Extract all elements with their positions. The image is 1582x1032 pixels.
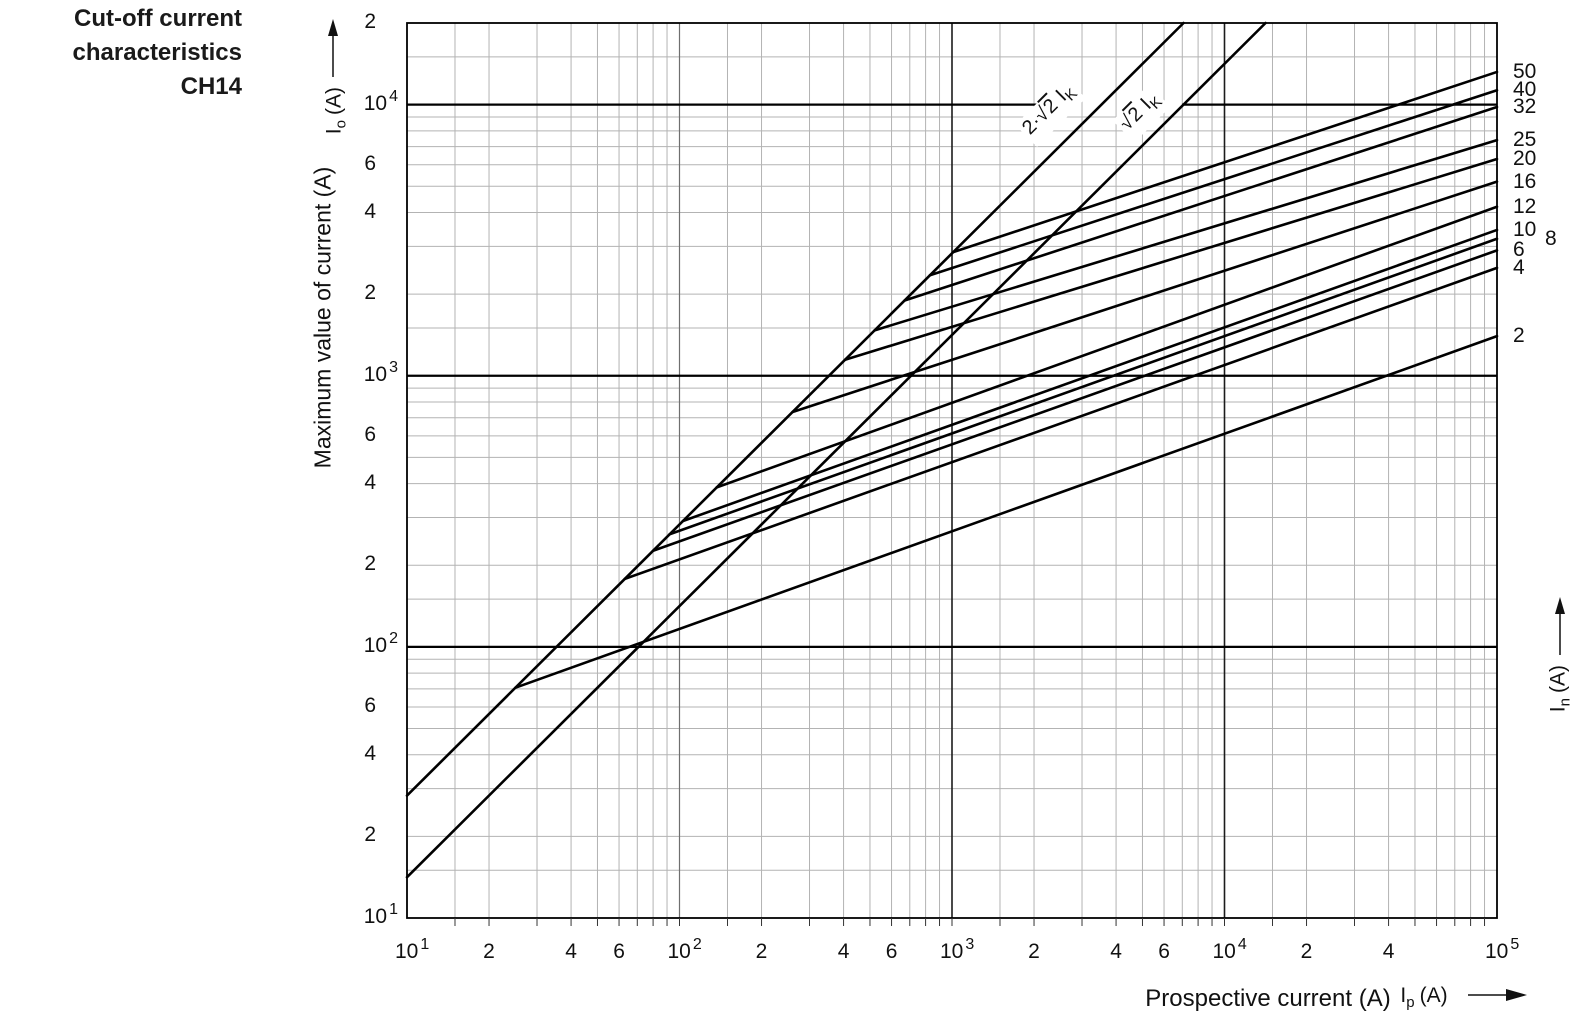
x-tick-label: 10 4 [1212, 936, 1247, 964]
y-tick-label: 10 1 [328, 901, 398, 932]
tick-base: 10 [363, 905, 388, 928]
tick-base: 10 [667, 940, 691, 963]
tick-exponent: 5 [1510, 936, 1520, 953]
asymptote-line [405, 21, 1267, 879]
y-tick-label: 6 [364, 151, 376, 175]
x-tick-label: 10 5 [1485, 936, 1519, 964]
fuse-curve-16A [791, 180, 1499, 414]
tick-exponent: 4 [1237, 936, 1247, 953]
tick-base: 10 [1212, 940, 1236, 963]
x-axis-symbol: Ip (A) [1400, 984, 1448, 1012]
chart-title-line1: Cut-off current [74, 5, 242, 32]
fuse-rating-label: 8 [1545, 226, 1557, 250]
fuse-curve-20A [843, 157, 1499, 362]
x-axis-label: Prospective current (A) [1145, 985, 1391, 1012]
y-tick-label: 2 [364, 552, 376, 576]
x-tick-label: 6 [1158, 940, 1170, 963]
x-tick-label: 6 [885, 940, 898, 963]
asymptote-line [405, 21, 1185, 797]
x-tick-label: 10 3 [940, 936, 974, 964]
tick-exponent: 3 [389, 358, 398, 376]
x-tick-label: 4 [837, 940, 850, 963]
fuse-rating-label: 20 [1513, 147, 1537, 171]
fuse-rating-label: 2 [1513, 324, 1525, 348]
y-tick-label: 10 3 [328, 358, 398, 390]
fuse-curve-50A [951, 70, 1499, 254]
fuse-curve-2A [514, 334, 1499, 689]
y-tick-label: 4 [364, 741, 376, 765]
y-tick-label: 2 [364, 823, 376, 847]
tick-exponent: 1 [389, 901, 398, 918]
fuse-rating-label: 12 [1513, 194, 1537, 218]
fuse-rating-label: 16 [1513, 169, 1537, 193]
tick-base: 10 [363, 91, 388, 115]
x-tick-label: 2 [483, 940, 495, 963]
tick-exponent: 2 [389, 629, 398, 647]
x-axis-arrowhead [1506, 989, 1527, 1001]
x-tick-label: 4 [1110, 940, 1122, 963]
tick-base: 10 [1485, 940, 1509, 963]
y-tick-label: 6 [364, 694, 376, 718]
y-tick-label: 6 [364, 422, 376, 446]
x-tick-label: 2 [755, 940, 768, 963]
fuse-curve-4A [623, 266, 1499, 581]
fuse-curve-25A [873, 138, 1499, 332]
x-tick-label: 6 [613, 940, 625, 963]
fuse-curve-10A [681, 228, 1499, 523]
y-axis-arrowhead [328, 19, 338, 36]
fuse-rating-label: 25 [1513, 128, 1537, 152]
fuse-curve-6A [651, 249, 1499, 553]
tick-exponent: 2 [692, 936, 702, 953]
fuse-rating-label: 4 [1513, 255, 1525, 279]
fuse-curve-40A [928, 88, 1499, 277]
fuse-rating-label: 10 [1513, 217, 1537, 241]
y-tick-label: 10 2 [328, 629, 398, 661]
y-tick-label: 10 4 [328, 87, 398, 119]
y-tick-label: 4 [364, 470, 376, 494]
tick-base: 10 [940, 940, 964, 963]
x-tick-label: 10 1 [395, 936, 429, 964]
tick-exponent: 1 [420, 936, 430, 953]
fuse-curve-8A [668, 237, 1499, 536]
right-axis-arrowhead [1555, 597, 1565, 614]
x-tick-label: 2 [1300, 940, 1313, 963]
x-tick-label: 2 [1028, 940, 1040, 963]
x-tick-label: 4 [565, 940, 577, 963]
y-tick-label: 2 [364, 10, 376, 33]
right-axis-symbol: In(A) [1546, 665, 1574, 713]
fuse-rating-label: 32 [1513, 94, 1537, 118]
y-tick-label: 4 [364, 199, 376, 223]
fuse-rating-label: 50 [1513, 59, 1537, 83]
tick-base: 10 [395, 940, 419, 963]
tick-exponent: 3 [965, 936, 975, 953]
fuse-curve-32A [903, 105, 1499, 302]
tick-exponent: 4 [389, 87, 398, 105]
chart-title-line3: CH14 [180, 73, 242, 100]
tick-base: 10 [363, 362, 388, 386]
fuse-rating-label: 6 [1513, 238, 1525, 262]
fuse-rating-label: 40 [1513, 78, 1537, 102]
tick-base: 10 [363, 633, 388, 657]
fuse-curve-12A [715, 205, 1499, 489]
y-tick-label: 2 [364, 281, 376, 305]
chart-title: Cut-off current characteristics CH14 [0, 2, 242, 104]
chart-title-line2: characteristics [72, 39, 242, 66]
x-tick-label: 10 2 [667, 936, 702, 964]
x-tick-label: 4 [1382, 940, 1395, 963]
